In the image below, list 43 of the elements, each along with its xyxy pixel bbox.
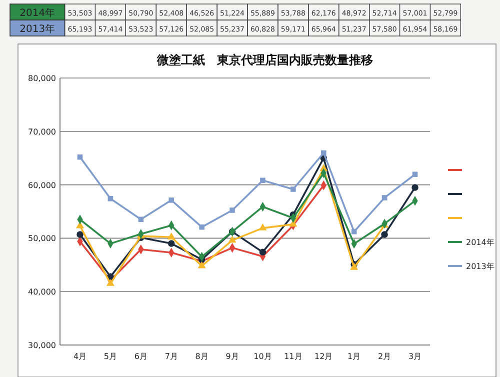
point xyxy=(412,172,418,178)
point xyxy=(381,231,388,238)
point xyxy=(230,208,235,213)
point xyxy=(228,236,236,243)
y-tick-label: 60,000 xyxy=(28,180,56,190)
point xyxy=(138,216,144,222)
point xyxy=(259,248,266,256)
point xyxy=(168,198,174,203)
point xyxy=(108,196,114,202)
x-tick-label: 11月 xyxy=(284,352,302,361)
point xyxy=(290,186,296,192)
y-tick-label: 50,000 xyxy=(28,234,56,244)
y-tick-label: 40,000 xyxy=(28,288,56,297)
legend-label: 2014年 xyxy=(466,238,494,247)
point xyxy=(167,232,176,240)
point xyxy=(382,195,388,200)
point xyxy=(198,261,206,268)
chart-title: 微塗工紙 東京代理店国内販売数量推移 xyxy=(156,53,373,67)
point xyxy=(168,240,175,247)
y-tick-label: 80,000 xyxy=(28,74,56,83)
point xyxy=(260,178,266,184)
x-tick-label: 3月 xyxy=(408,352,422,361)
x-tick-label: 12月 xyxy=(314,352,333,361)
x-tick-label: 1月 xyxy=(348,352,361,361)
x-tick-label: 2月 xyxy=(378,352,392,361)
y-tick-label: 30,000 xyxy=(28,341,56,350)
text: 2014年 xyxy=(20,8,56,19)
x-tick-label: 5月 xyxy=(104,352,117,361)
point xyxy=(258,223,267,230)
x-tick-label: 8月 xyxy=(195,352,208,361)
point xyxy=(320,150,326,156)
point xyxy=(412,184,418,191)
y-tick-label: 70,000 xyxy=(28,127,56,136)
x-tick-label: 10月 xyxy=(254,352,272,361)
point xyxy=(76,231,84,238)
legend-label: 2013年 xyxy=(466,262,494,271)
point xyxy=(106,278,114,286)
x-tick-label: 4月 xyxy=(73,352,87,361)
x-tick-label: 9月 xyxy=(226,352,239,361)
x-tick-label: 6月 xyxy=(134,352,148,361)
point xyxy=(199,224,204,230)
text: 2013年 xyxy=(20,24,56,35)
x-tick-label: 7月 xyxy=(164,352,178,361)
